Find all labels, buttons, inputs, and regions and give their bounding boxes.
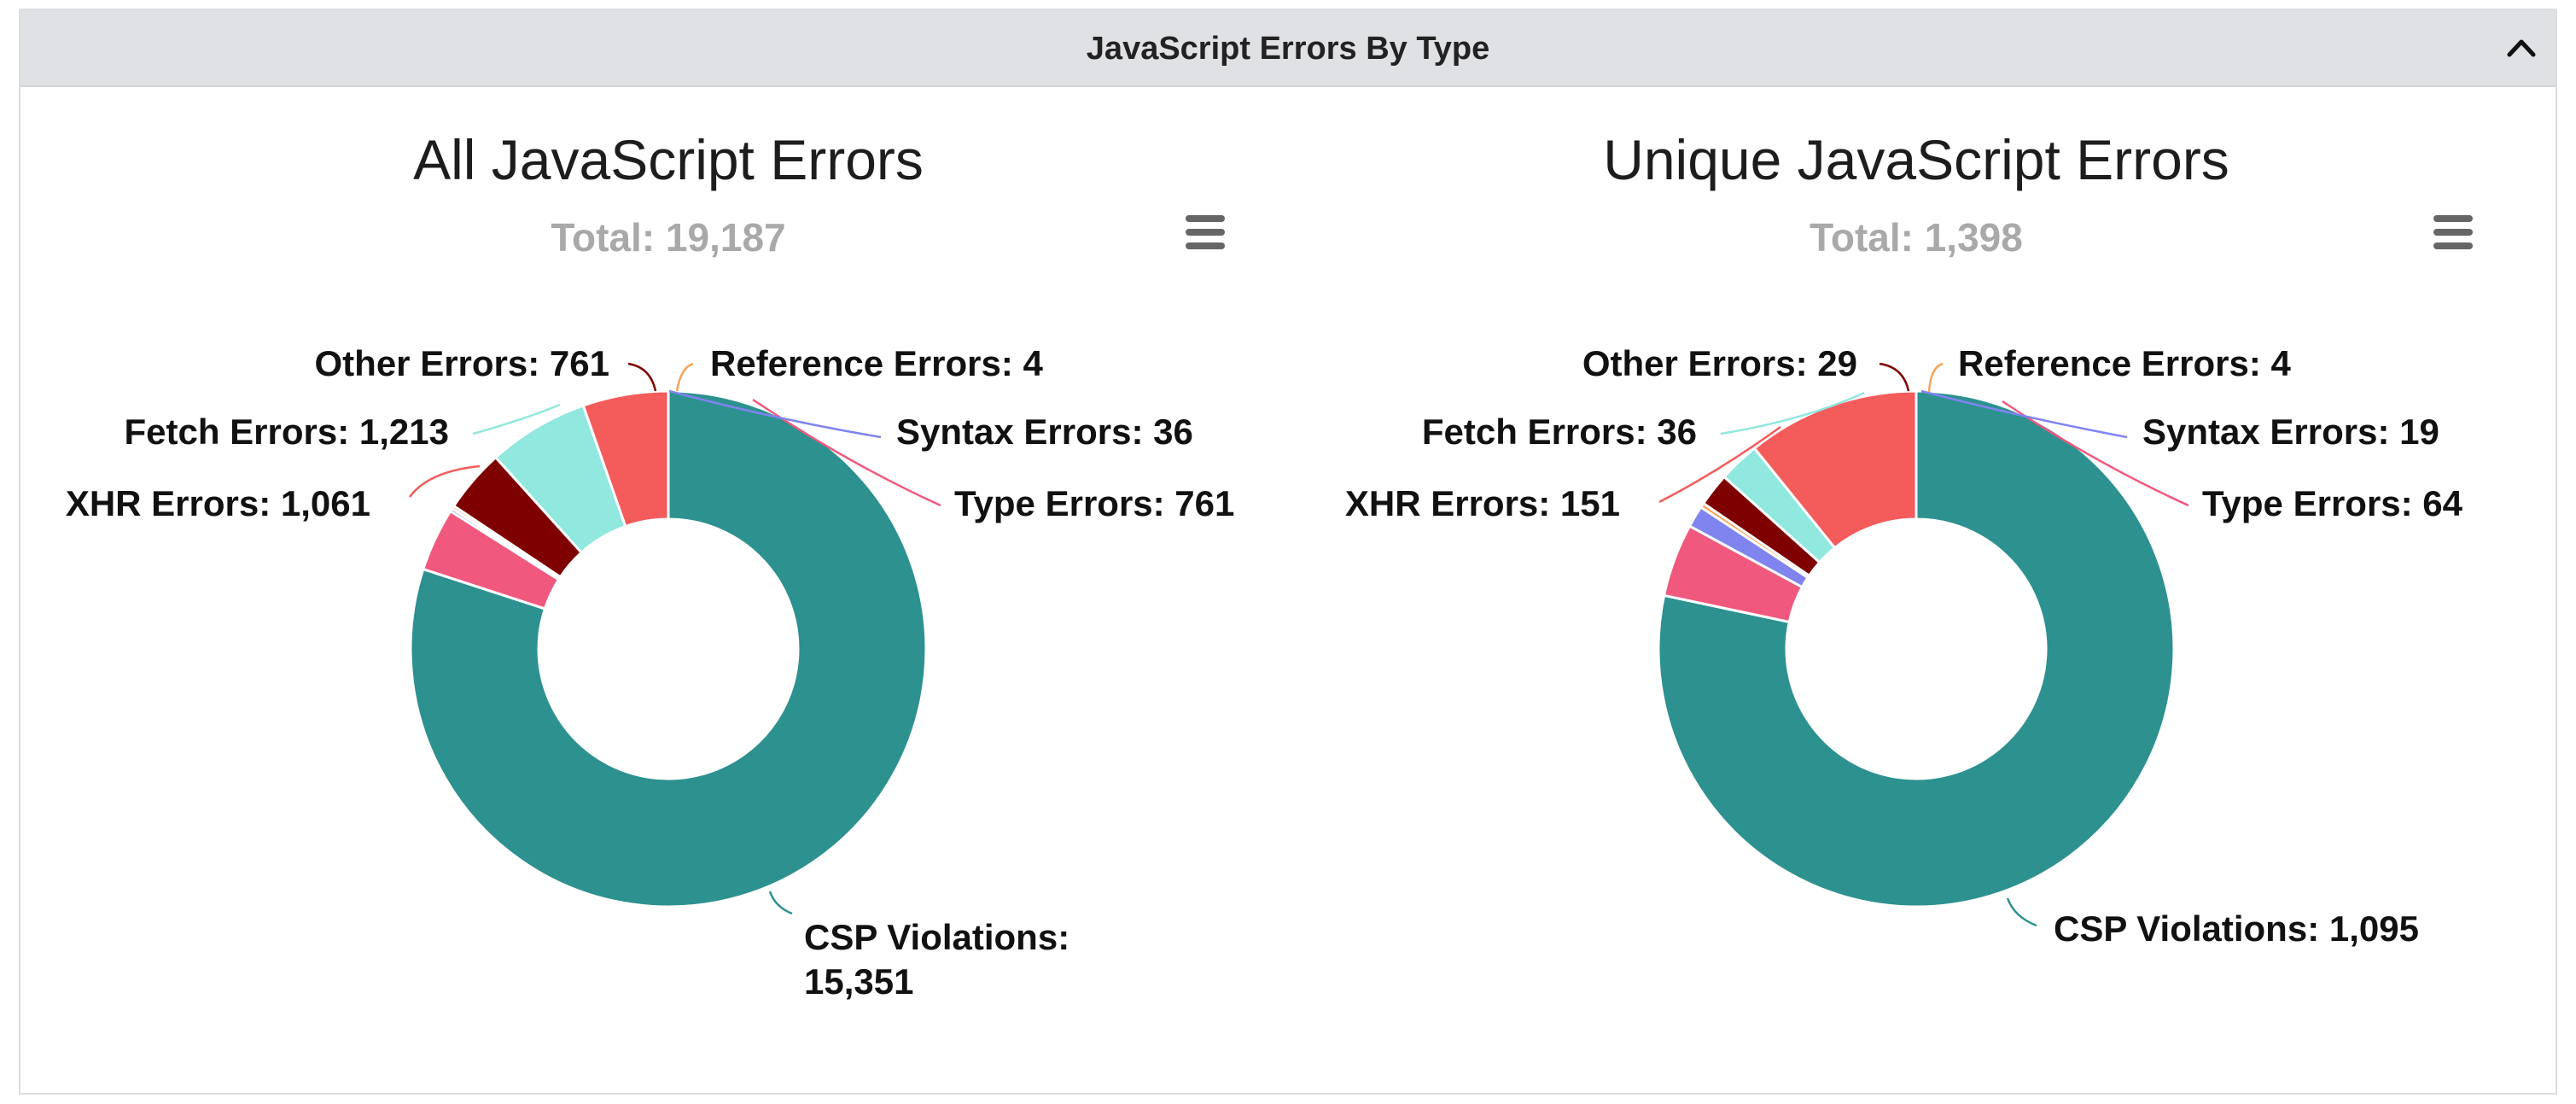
donut-chart-all-errors: All JavaScript Errors Total: 19,187 CSP … — [66, 128, 1235, 1002]
connector-syntax-errors — [668, 389, 882, 439]
hamburger-menu-icon[interactable] — [2433, 215, 2473, 249]
labels: CSP Violations: 15,351 Type Errors: 761 Syn… — [66, 343, 1235, 1002]
connector-xhr-errors — [1658, 425, 1781, 504]
connector-fetch-errors — [472, 403, 561, 435]
data-label-csp-violations: CSP Violations: 1,095 — [2054, 908, 2419, 949]
chart-title: All JavaScript Errors — [413, 128, 924, 191]
data-label-reference-errors: Reference Errors: 4 — [1958, 343, 2291, 383]
panel-title: JavaScript Errors By Type — [1086, 31, 1490, 67]
connector-other-errors — [1879, 362, 1910, 392]
connector-reference-errors — [675, 362, 694, 392]
labels: CSP Violations: 1,095 Type Errors: 64 Synt… — [1345, 343, 2463, 949]
connector-other-errors — [627, 362, 657, 392]
slices — [1657, 389, 2176, 908]
data-label-other-errors: Other Errors: 29 — [1582, 343, 1857, 383]
slice-csp-violations[interactable] — [409, 389, 928, 908]
chart-title: Unique JavaScript Errors — [1603, 128, 2229, 191]
connector-reference-errors — [1927, 362, 1944, 393]
chart-unique-errors: Unique JavaScript Errors Total: 1,398 CS… — [1275, 96, 2521, 1086]
data-label-syntax-errors: Syntax Errors: 36 — [896, 412, 1193, 452]
panel-header[interactable]: JavaScript Errors By Type — [20, 10, 2556, 87]
data-label-reference-errors: Reference Errors: 4 — [710, 343, 1043, 383]
data-label-xhr-errors: XHR Errors: 1,061 — [66, 483, 370, 523]
donut-chart-unique-errors: Unique JavaScript Errors Total: 1,398 CS… — [1345, 128, 2473, 949]
data-label-type-errors: Type Errors: 761 — [954, 483, 1234, 523]
data-label-syntax-errors: Syntax Errors: 19 — [2142, 412, 2439, 452]
connector-csp-violations — [768, 891, 793, 915]
chart-subtitle: Total: 19,187 — [551, 215, 785, 260]
connector-syntax-errors — [1920, 389, 2128, 439]
slice-xhr-errors[interactable] — [1752, 389, 1918, 550]
chevron-up-icon[interactable] — [2503, 29, 2540, 67]
chart-subtitle: Total: 1,398 — [1810, 215, 2023, 260]
data-label-type-errors: Type Errors: 64 — [2202, 483, 2463, 523]
chart-all-errors: All JavaScript Errors Total: 19,187 CSP … — [27, 96, 1273, 1086]
slices — [409, 389, 928, 908]
connector-csp-violations — [2006, 897, 2037, 927]
connector-type-errors — [752, 398, 941, 507]
slice-xhr-errors[interactable] — [581, 389, 670, 529]
data-label-fetch-errors: Fetch Errors: 36 — [1422, 412, 1697, 452]
slice-csp-violations[interactable] — [1657, 389, 2176, 908]
hamburger-menu-icon[interactable] — [1186, 215, 1225, 249]
connector-fetch-errors — [1720, 391, 1865, 435]
connector-xhr-errors — [408, 464, 481, 498]
data-label-other-errors: Other Errors: 761 — [315, 343, 609, 383]
data-label-fetch-errors: Fetch Errors: 1,213 — [124, 412, 449, 452]
data-label-xhr-errors: XHR Errors: 151 — [1345, 483, 1620, 523]
js-errors-panel: JavaScript Errors By Type All JavaScript… — [19, 9, 2557, 1095]
data-label-csp-violations: CSP Violations: 15,351 — [804, 917, 1069, 1002]
